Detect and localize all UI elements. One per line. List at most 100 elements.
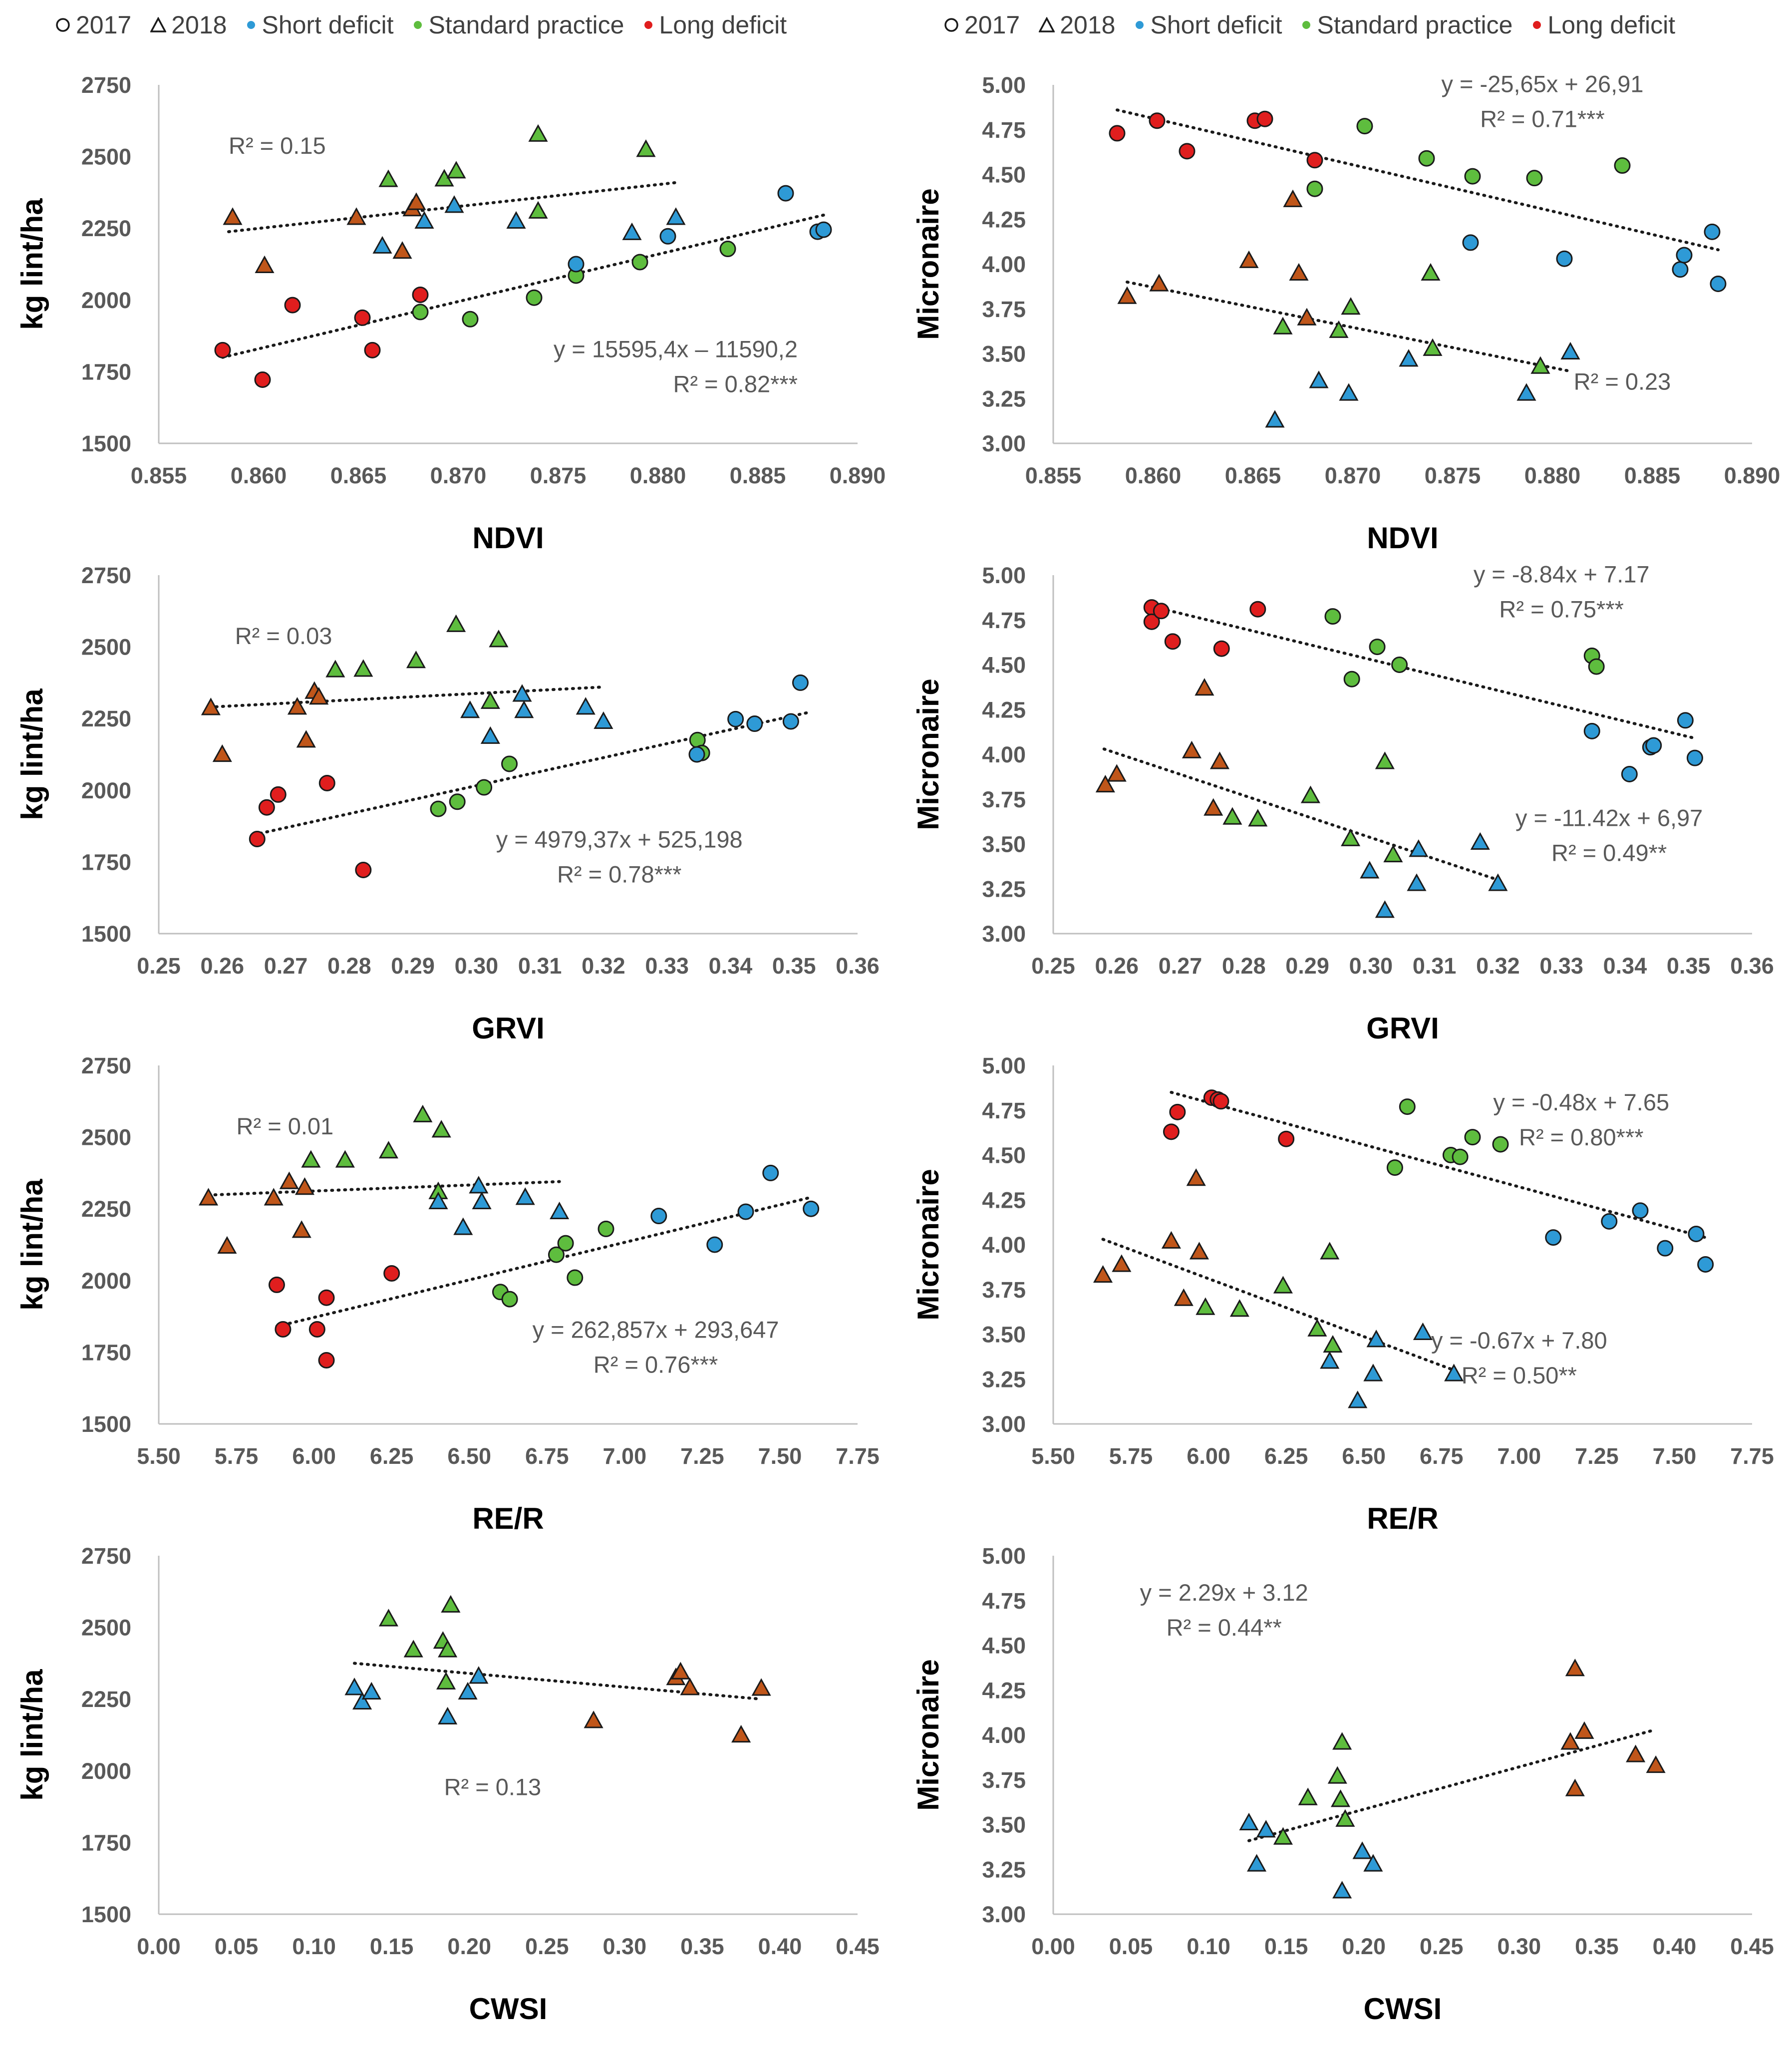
- point-2018-long: [670, 1662, 690, 1680]
- point-2018-standard: [1307, 1319, 1327, 1337]
- point-2017-short: [1621, 765, 1638, 782]
- y-tick-label: 3.50: [982, 1322, 1026, 1348]
- point-2018-short: [550, 1201, 570, 1220]
- x-tick-label: 0.15: [370, 1934, 414, 1959]
- y-tick-label: 5.00: [982, 72, 1026, 98]
- regression-label: R² = 0.13: [444, 1774, 542, 1800]
- y-tick-label: 4.50: [982, 1633, 1026, 1659]
- point-2017-short: [1556, 250, 1573, 267]
- point-2017-short: [727, 710, 744, 727]
- point-2018-long: [287, 697, 307, 715]
- y-tick-label: 3.25: [982, 876, 1026, 902]
- point-2018-long: [1174, 1288, 1194, 1306]
- regression-label: y = -25,65x + 26,91 R² = 0.71***: [1441, 70, 1643, 132]
- x-tick-label: 5.75: [215, 1443, 259, 1469]
- x-axis-title: NDVI: [472, 521, 544, 555]
- point-2018-short: [469, 1176, 489, 1194]
- y-tick-label: 3.25: [982, 1367, 1026, 1392]
- regression-label-line: R² = 0.44**: [1167, 1614, 1282, 1641]
- point-2018-long: [1095, 774, 1115, 793]
- point-2017-short: [1704, 223, 1721, 240]
- x-tick-label: 0.31: [1413, 953, 1457, 979]
- chart-ndvi_yield: 0.855 0.860 0.865 0.870 0.875 0.880 0.885 0.890…: [15, 72, 886, 555]
- y-axis-title: kg lint/ha: [15, 1669, 49, 1801]
- x-tick-label: 6.50: [447, 1443, 491, 1469]
- x-axis-title: NDVI: [1367, 521, 1438, 555]
- point-2018-short: [594, 711, 613, 729]
- point-2018-standard: [406, 651, 426, 669]
- legend-item-short: Short deficit: [246, 10, 393, 39]
- point-2017-standard: [462, 311, 479, 328]
- point-2018-short: [460, 700, 480, 718]
- point-2018-standard: [528, 124, 548, 142]
- y-tick-label: 3.25: [982, 1857, 1026, 1882]
- y-axis-title: Micronaire: [911, 679, 945, 830]
- legend-right: 2017 2018 Short deficit Standard practic…: [943, 0, 1694, 50]
- x-tick-label: 0.855: [131, 463, 187, 488]
- point-2017-short: [688, 746, 705, 763]
- chart-grvi_mic: 0.25 0.26 0.27 0.28 0.29 0.30 0.31 0.32 0.33 0.34…: [911, 561, 1774, 1045]
- point-2018-standard: [528, 201, 548, 219]
- y-tick-label: 1750: [81, 1340, 131, 1365]
- point-2018-long: [1093, 1265, 1113, 1283]
- x-tick-label: 0.35: [680, 1934, 724, 1959]
- point-2018-long: [680, 1678, 700, 1696]
- point-2017-standard: [501, 1291, 518, 1308]
- dot-long-icon: [1533, 21, 1541, 29]
- point-2017-long: [214, 342, 231, 358]
- point-2017-standard: [1464, 1129, 1481, 1146]
- legend-item-long: Long deficit: [643, 10, 787, 39]
- point-2017-long: [1164, 633, 1181, 650]
- point-2018-short: [1516, 383, 1536, 401]
- legend-item-long: Long deficit: [1531, 10, 1675, 39]
- point-2018-standard: [1298, 1787, 1318, 1805]
- point-2018-standard: [1421, 263, 1441, 281]
- point-2018-standard: [378, 1141, 398, 1159]
- regression-label: R² = 0.03: [235, 623, 332, 649]
- point-2018-short: [1363, 1854, 1383, 1872]
- point-2017-short: [1710, 275, 1727, 292]
- point-2017-standard: [719, 241, 736, 258]
- point-2018-short: [1375, 900, 1395, 918]
- x-tick-label: 0.28: [327, 953, 371, 979]
- regression-label-line: R² = 0.01: [237, 1113, 334, 1139]
- point-2017-short: [1583, 722, 1600, 739]
- point-2018-long: [217, 1236, 237, 1254]
- trendline: [252, 711, 809, 836]
- regression-label-line: R² = 0.82***: [673, 371, 798, 397]
- x-tick-label: 0.875: [530, 463, 587, 488]
- x-tick-label: 0.870: [1325, 463, 1381, 488]
- y-tick-label: 2500: [81, 635, 131, 660]
- x-tick-label: 0.27: [1159, 953, 1202, 979]
- point-2018-short: [1348, 1390, 1368, 1408]
- point-2018-standard: [403, 1640, 423, 1658]
- point-2018-standard: [1383, 844, 1403, 863]
- y-tick-label: 4.25: [982, 697, 1026, 722]
- x-tick-label: 0.28: [1222, 953, 1266, 979]
- point-2018-standard: [480, 691, 500, 709]
- point-2017-standard: [1391, 657, 1408, 673]
- y-tick-label: 2750: [81, 563, 131, 588]
- point-2018-long: [1565, 1778, 1585, 1796]
- point-2017-short: [1697, 1256, 1714, 1273]
- y-axis-title: kg lint/ha: [15, 198, 49, 330]
- point-2018-short: [1320, 1351, 1340, 1369]
- regression-label: R² = 0.01: [237, 1113, 334, 1139]
- point-2018-standard: [1323, 1335, 1343, 1353]
- x-tick-label: 0.35: [772, 953, 816, 979]
- point-2018-standard: [1341, 828, 1361, 846]
- x-tick-label: 7.50: [758, 1443, 802, 1469]
- regression-label-line: y = 4979,37x + 525,198: [496, 826, 743, 853]
- point-2017-long: [1212, 1093, 1229, 1110]
- chart-rer_yield: 5.50 5.75 6.00 6.25 6.50 6.75 7.00 7.25 7.50 7.75…: [15, 1053, 880, 1535]
- point-2018-standard: [1195, 1297, 1215, 1315]
- regression-label-line: y = 262,857x + 293,647: [533, 1317, 779, 1343]
- trendline: [1170, 1090, 1707, 1239]
- point-2018-standard: [1300, 785, 1321, 803]
- point-2017-short: [815, 221, 832, 238]
- x-tick-label: 6.00: [292, 1443, 336, 1469]
- x-tick-label: 0.885: [1624, 463, 1681, 488]
- x-tick-label: 0.10: [292, 1934, 336, 1959]
- point-2018-long: [584, 1710, 603, 1728]
- point-2017-short: [1545, 1229, 1562, 1246]
